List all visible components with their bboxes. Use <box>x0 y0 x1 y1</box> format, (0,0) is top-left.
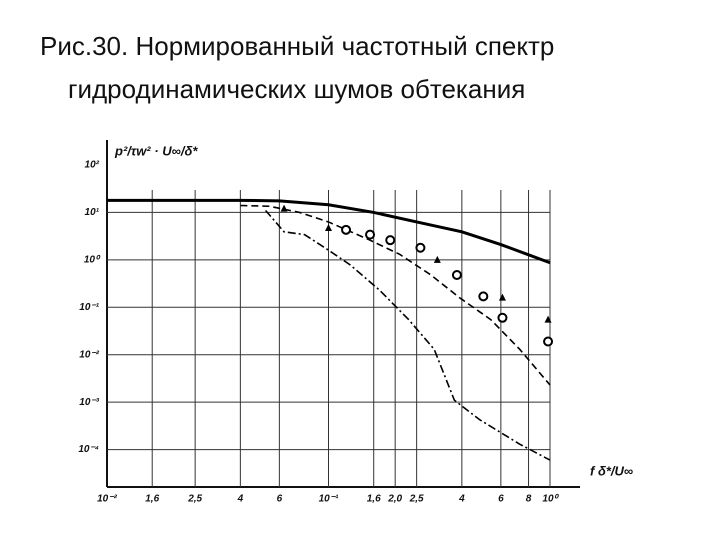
y-axis-label: p²/τw² · U∞/δ* <box>114 143 198 158</box>
circle-marker <box>415 242 426 253</box>
x-tick-label: 1,6 <box>145 494 159 505</box>
series-line <box>240 204 551 386</box>
y-tick-label: 10⁰ <box>84 254 101 265</box>
x-tick-label: 8 <box>526 494 532 505</box>
x-tick-label: 6 <box>498 494 504 505</box>
circle-marker <box>365 229 376 240</box>
circle-marker <box>341 224 352 235</box>
y-tick-label: 10⁻² <box>79 349 99 360</box>
circle-marker <box>385 235 396 246</box>
x-tick-label: 4 <box>237 494 244 505</box>
title-line: гидродинамических шумов обтекания <box>68 74 525 104</box>
x-tick-label: 2,5 <box>409 494 424 505</box>
triangle-marker <box>433 255 441 263</box>
series-line <box>264 209 551 461</box>
triangle-marker <box>280 204 288 212</box>
x-tick-label: 10⁰ <box>542 494 559 505</box>
x-tick-label: 4 <box>458 494 465 505</box>
y-tick-label: 10⁻¹ <box>79 302 99 313</box>
circle-marker <box>543 336 554 347</box>
triangle-marker <box>325 223 332 231</box>
x-tick-label: 10⁻¹ <box>319 494 339 505</box>
triangle-marker <box>544 315 552 323</box>
x-tick-label: 1,6 <box>367 494 381 505</box>
x-tick-label: 2,5 <box>187 494 202 505</box>
circle-marker <box>497 312 508 323</box>
circle-marker <box>451 269 462 280</box>
y-tick-label: 10² <box>85 160 100 171</box>
triangle-marker <box>498 293 506 301</box>
x-tick-label: 10⁻² <box>97 494 117 505</box>
series-line <box>107 198 551 265</box>
x-axis-label: f δ*/U∞ <box>590 463 633 478</box>
title-line: Рис.30. Нормированный частотный спектр <box>40 31 554 61</box>
y-tick-label: 10¹ <box>85 207 100 218</box>
circle-marker <box>478 291 489 302</box>
y-tick-label: 10⁻³ <box>79 397 99 408</box>
x-tick-label: 6 <box>277 494 283 505</box>
x-tick-label: 2,0 <box>387 494 402 505</box>
y-tick-label: 10⁻⁴ <box>78 444 99 455</box>
